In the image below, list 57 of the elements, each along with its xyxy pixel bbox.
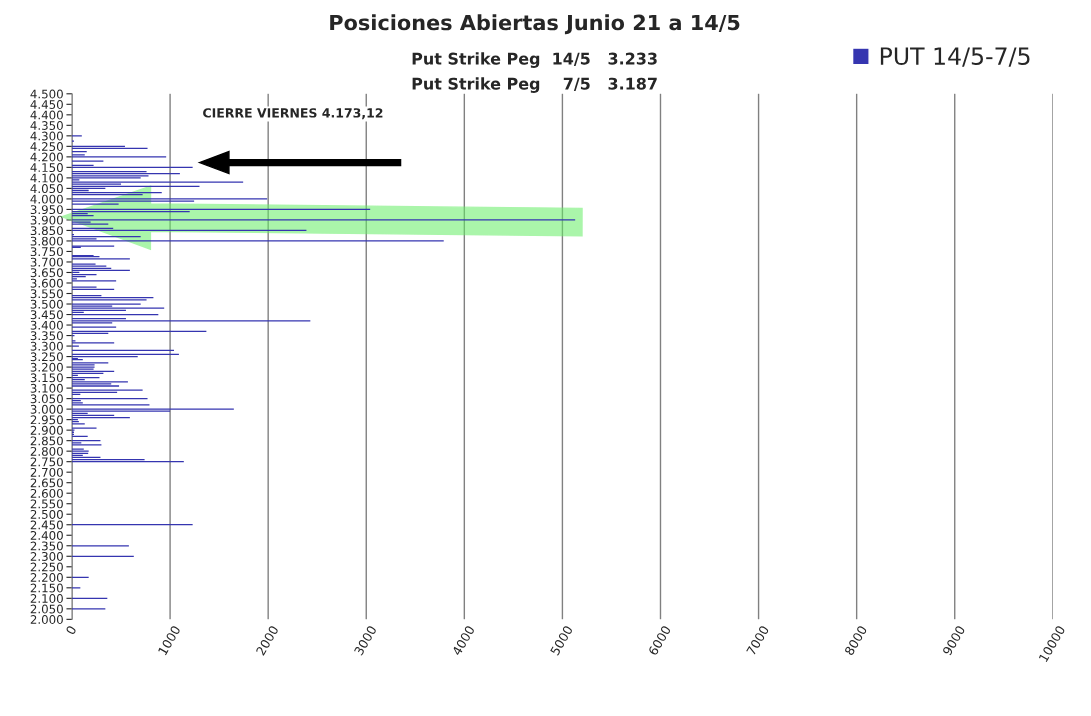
y-tick-label: 3.850: [30, 226, 63, 236]
y-tick-label: 4.450: [30, 100, 63, 109]
y-tick-label: 2.450: [30, 520, 63, 530]
y-tick-label: 2.400: [30, 530, 63, 540]
text: Put Strike Peg 7/5 3.187: [412, 77, 657, 93]
y-tick-label: 2.600: [30, 488, 63, 498]
chart-title: Posiciones Abiertas Junio 21 a 14/5: [330, 14, 740, 35]
y-tick-label: 2.100: [30, 594, 63, 603]
y-tick-label: 3.550: [30, 289, 63, 299]
y-tick-label: 2.000: [30, 615, 63, 624]
y-tick-label: 3.950: [30, 205, 63, 215]
y-tick-label: 4.150: [30, 163, 63, 173]
y-tick-label: 3.000: [30, 404, 63, 414]
y-tick-label: 2.850: [30, 436, 63, 446]
y-tick-label: 3.200: [30, 362, 63, 372]
y-tick-label: 2.800: [30, 446, 63, 456]
y-tick-label: 3.700: [30, 257, 63, 267]
y-tick-label: 3.050: [30, 394, 63, 404]
y-tick-label: 3.650: [30, 268, 63, 278]
y-tick-label: 4.250: [30, 142, 63, 151]
y-tick-label: 3.800: [30, 236, 63, 246]
y-tick-label: 4.050: [30, 184, 63, 194]
y-tick-label: 4.100: [30, 173, 63, 183]
chart-subtitle: Put Strike Peg 14/5 3.233: [412, 52, 657, 68]
y-tick-label: 2.300: [30, 552, 63, 561]
y-tick-label: 3.750: [30, 247, 63, 257]
y-tick-label: 2.250: [30, 562, 63, 572]
y-tick-label: 2.900: [30, 425, 63, 435]
y-tick-label: 4.500: [30, 89, 63, 99]
y-tick-label: 2.750: [30, 457, 63, 467]
y-tick-label: 3.450: [30, 310, 63, 320]
y-tick-label: 2.700: [30, 467, 63, 477]
y-tick-label: 3.350: [30, 331, 63, 341]
y-tick-label: 2.200: [30, 573, 63, 582]
y-tick-label: 4.350: [30, 121, 63, 130]
y-tick-label: 3.600: [30, 278, 63, 288]
y-tick-label: 2.050: [30, 604, 63, 614]
y-tick-label: 2.550: [30, 499, 63, 509]
y-tick-label: 2.150: [30, 583, 63, 593]
y-tick-label: 2.500: [30, 509, 63, 519]
annotation: CIERRE VIERNES 4.173,12: [203, 108, 383, 120]
y-tick-label: 2.350: [30, 541, 63, 551]
y-tick-label: 3.400: [30, 320, 63, 330]
y-tick-label: 3.250: [30, 352, 63, 362]
y-tick-label: 4.300: [30, 131, 63, 141]
y-tick-label: 3.100: [30, 383, 63, 393]
y-tick-label: 3.150: [30, 373, 63, 383]
legend-label: PUT 14/5-7/5: [880, 47, 1030, 67]
y-tick-label: 3.500: [30, 299, 63, 309]
y-tick-label: 2.950: [30, 415, 63, 425]
y-tick-label: 4.000: [30, 194, 63, 204]
x-tick-label: 0: [65, 625, 77, 636]
y-tick-label: 4.200: [30, 152, 63, 162]
y-tick-label: 3.900: [30, 215, 63, 225]
y-tick-label: 3.300: [30, 341, 63, 351]
y-tick-label: 2.650: [30, 478, 63, 488]
y-tick-label: 4.400: [30, 110, 63, 120]
